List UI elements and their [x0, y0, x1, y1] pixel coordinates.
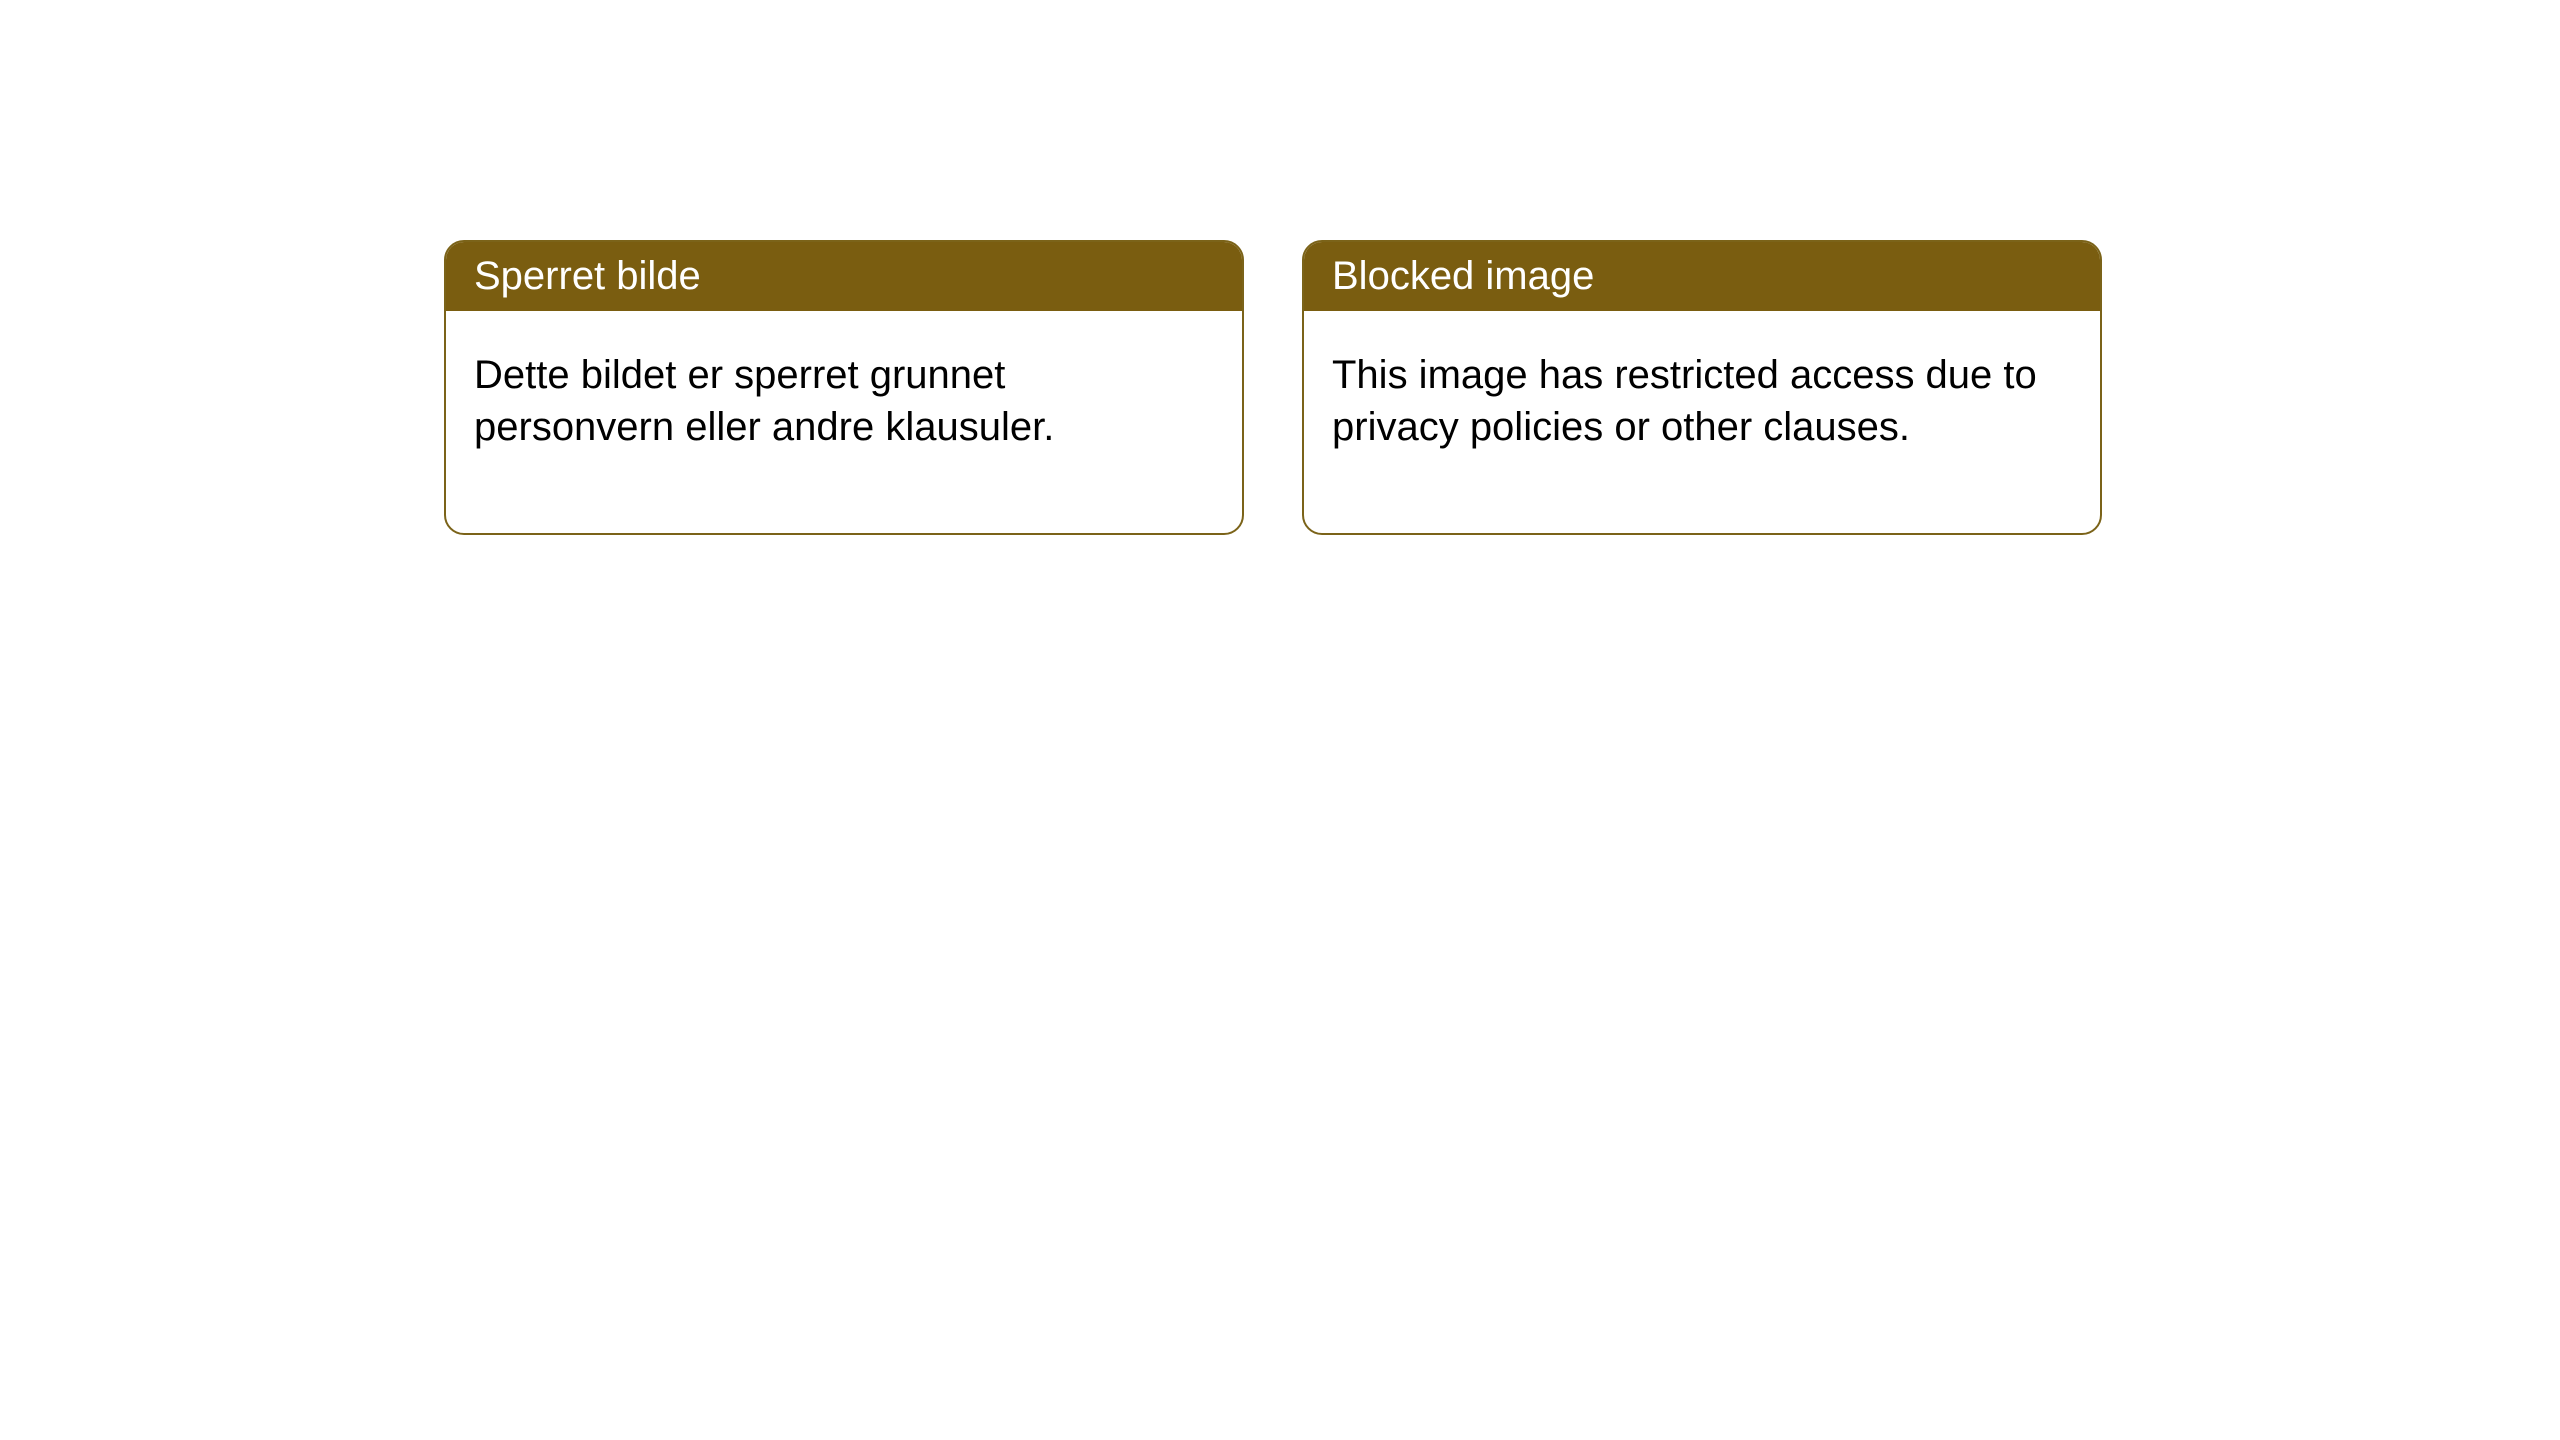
- card-body-en: This image has restricted access due to …: [1304, 311, 2100, 533]
- blocked-image-card-nb: Sperret bilde Dette bildet er sperret gr…: [444, 240, 1244, 535]
- card-body-nb: Dette bildet er sperret grunnet personve…: [446, 311, 1242, 533]
- card-header-en: Blocked image: [1304, 242, 2100, 311]
- card-header-nb: Sperret bilde: [446, 242, 1242, 311]
- card-message-en: This image has restricted access due to …: [1332, 353, 2037, 449]
- blocked-image-card-en: Blocked image This image has restricted …: [1302, 240, 2102, 535]
- notice-container: Sperret bilde Dette bildet er sperret gr…: [0, 0, 2560, 535]
- card-title-nb: Sperret bilde: [474, 254, 701, 298]
- card-message-nb: Dette bildet er sperret grunnet personve…: [474, 353, 1054, 449]
- card-title-en: Blocked image: [1332, 254, 1594, 298]
